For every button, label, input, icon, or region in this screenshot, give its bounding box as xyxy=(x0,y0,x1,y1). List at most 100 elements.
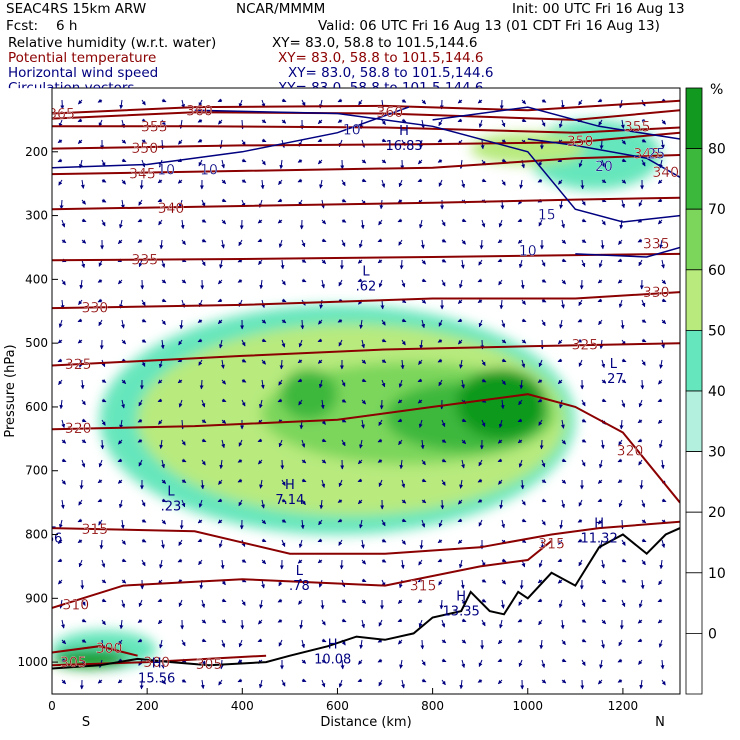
vector-901 xyxy=(661,119,666,125)
vector-617 xyxy=(461,439,467,445)
vector-650 xyxy=(477,498,483,503)
vector-582 xyxy=(437,338,443,343)
extremum-value-0: 16.83 xyxy=(385,139,422,154)
vector-285 xyxy=(241,399,246,407)
vector-213 xyxy=(198,159,203,167)
vector-38 xyxy=(81,259,86,269)
contour-label-23: 305 xyxy=(60,655,87,671)
vector-915 xyxy=(657,398,663,403)
contour-label-12: 335 xyxy=(643,237,670,253)
vector-733 xyxy=(538,359,543,368)
vector-818 xyxy=(598,259,603,268)
vector-839 xyxy=(598,679,603,685)
vector-895 xyxy=(638,599,643,608)
vector-686 xyxy=(499,619,503,629)
vector-661 xyxy=(501,119,506,128)
vector-609 xyxy=(458,279,463,289)
vector-522 xyxy=(401,339,406,346)
vector-835 xyxy=(601,598,607,603)
vector-465 xyxy=(361,399,366,405)
vector-882 xyxy=(641,338,647,343)
vector-75 xyxy=(101,398,107,403)
vector-480 xyxy=(380,99,385,110)
y-tick-label-0: 200 xyxy=(25,145,48,159)
vector-138 xyxy=(138,459,143,467)
vector-394 xyxy=(319,179,323,189)
vector-163 xyxy=(158,359,163,369)
vector-741 xyxy=(541,519,546,526)
vector-421 xyxy=(337,118,343,123)
vector-377 xyxy=(301,439,306,448)
vector-861 xyxy=(620,519,625,530)
vector-777 xyxy=(561,639,566,646)
vector-441 xyxy=(337,518,343,523)
extremum-kind-8: H xyxy=(152,657,162,672)
vector-801 xyxy=(577,518,583,523)
vector-162 xyxy=(160,339,165,350)
vector-552 xyxy=(419,339,424,350)
colorbar-band-7 xyxy=(685,511,703,574)
vector-771 xyxy=(559,519,564,530)
vector-238 xyxy=(201,659,206,665)
vector-756 xyxy=(561,219,566,229)
vector-518 xyxy=(399,259,404,270)
vector-798 xyxy=(581,459,586,467)
vector-696 xyxy=(517,218,523,223)
vector-536 xyxy=(397,618,403,623)
vector-343 xyxy=(279,359,284,370)
vector-351 xyxy=(281,518,287,523)
vector-810 xyxy=(597,98,603,103)
vector-829 xyxy=(597,479,603,484)
vector-380 xyxy=(301,499,306,506)
vector-501 xyxy=(381,519,386,527)
vector-662 xyxy=(501,138,507,143)
colorbar-label-0: 0 xyxy=(708,626,717,642)
vector-792 xyxy=(577,338,583,343)
vector-349 xyxy=(281,479,286,486)
vector-99 xyxy=(117,279,123,285)
vector-850 xyxy=(618,299,623,308)
vector-701 xyxy=(521,318,527,323)
vector-606 xyxy=(461,218,467,223)
vector-854 xyxy=(621,379,627,384)
vector-868 xyxy=(617,658,623,663)
vector-74 xyxy=(101,378,107,383)
vector-833 xyxy=(601,559,605,569)
vector-510 xyxy=(401,98,407,103)
vector-371 xyxy=(300,319,305,330)
vector-475 xyxy=(361,599,367,604)
vector-493 xyxy=(381,358,387,363)
vector-680 xyxy=(499,499,504,509)
vector-308 xyxy=(258,259,263,266)
vector-583 xyxy=(437,358,443,363)
vector-284 xyxy=(241,378,247,383)
vector-785 xyxy=(581,199,586,206)
extremum-value-5: .78 xyxy=(289,579,310,594)
vector-49 xyxy=(79,479,84,490)
vector-283 xyxy=(241,358,247,363)
vector-600 xyxy=(457,99,463,104)
vector-772 xyxy=(558,539,563,545)
vector-389 xyxy=(301,678,307,683)
vector-926 xyxy=(657,619,663,624)
vector-329 xyxy=(258,679,263,689)
vector-709 xyxy=(520,479,525,490)
vector-195 xyxy=(178,399,183,408)
vector-274 xyxy=(241,178,247,183)
vector-737 xyxy=(539,439,544,450)
extremum-kind-4: L xyxy=(167,484,175,499)
vector-486 xyxy=(378,219,383,226)
contour-label-29: 10 xyxy=(200,163,218,179)
vector-847 xyxy=(618,239,623,245)
vector-288 xyxy=(237,458,243,463)
vector-457 xyxy=(358,239,363,249)
vector-877 xyxy=(637,238,643,243)
vector-304 xyxy=(260,179,265,190)
vector-289 xyxy=(237,478,243,483)
vector-41 xyxy=(77,318,83,323)
vector-96 xyxy=(118,219,123,229)
vector-32 xyxy=(77,139,83,144)
contour-label-9: 340 xyxy=(158,201,185,217)
vector-743 xyxy=(538,559,543,568)
vector-731 xyxy=(541,319,546,327)
